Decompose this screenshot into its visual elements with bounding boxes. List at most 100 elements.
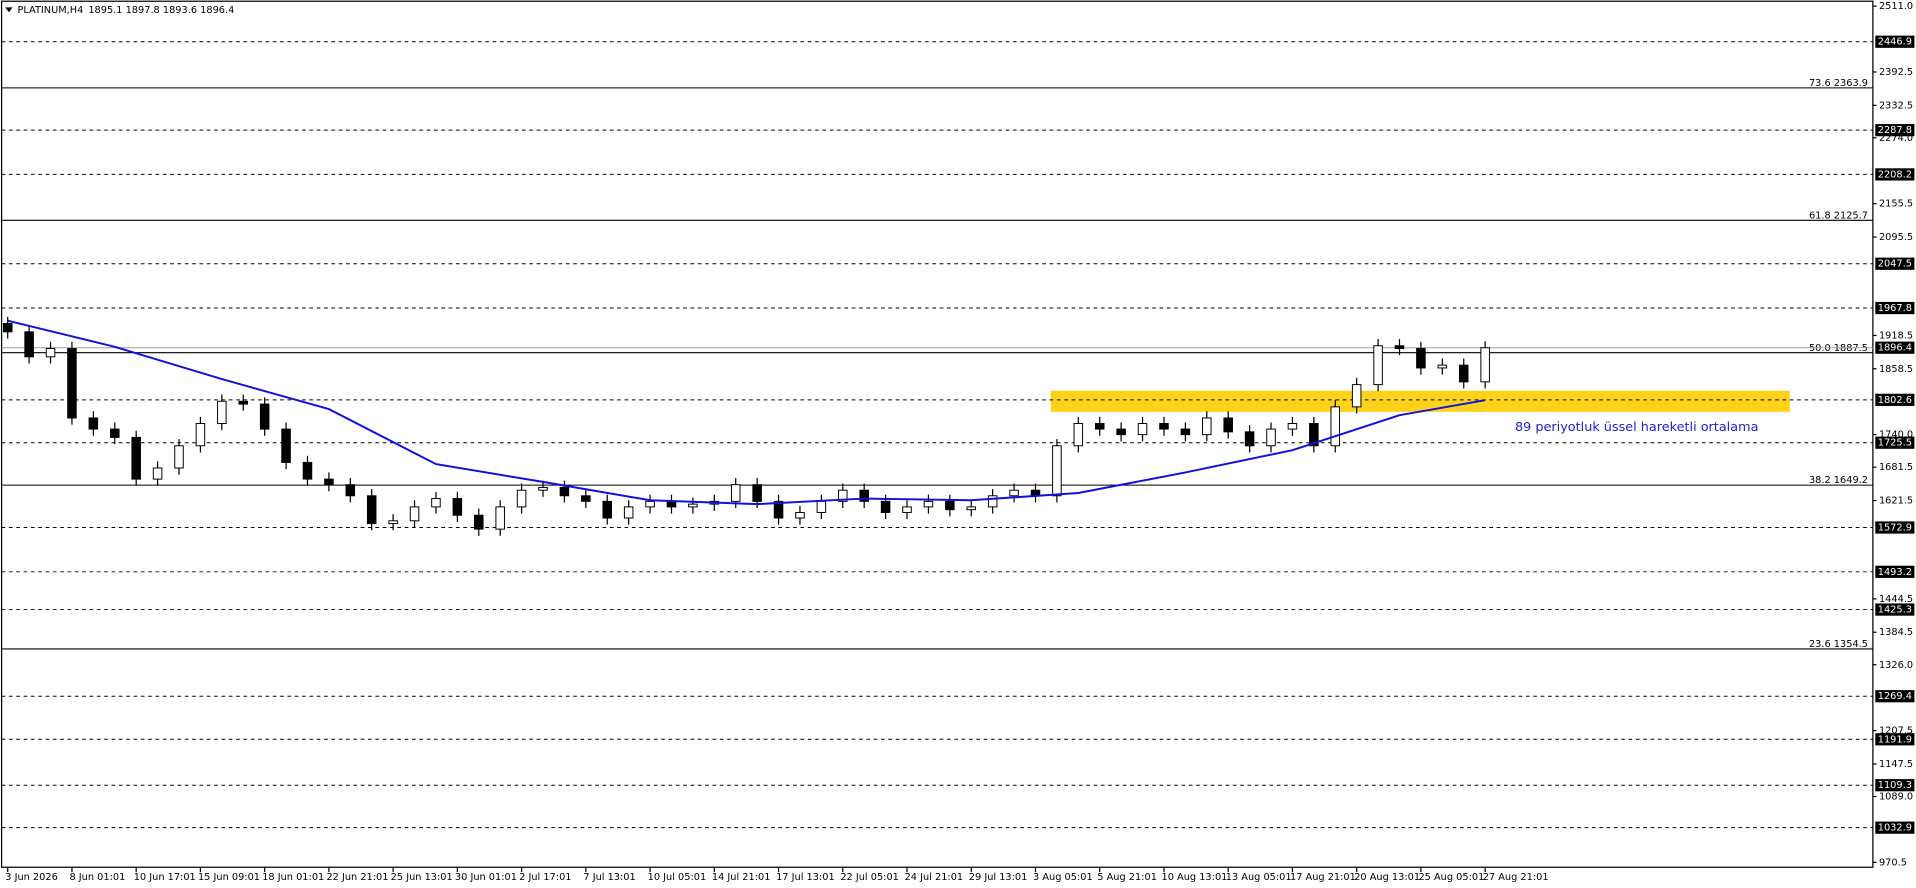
candle-body (1394, 345, 1405, 349)
candle-body (730, 484, 741, 502)
x-tick-label: 2 Jul 17:01 (519, 872, 571, 883)
x-tick-label: 17 Aug 21:01 (1290, 872, 1356, 883)
y-tick-label: 1444.5 (1879, 594, 1913, 605)
level-box (1875, 436, 1915, 449)
y-tick-label: 1740.0 (1879, 430, 1913, 441)
level-label: 1725.5 (1878, 438, 1912, 449)
x-tick-label: 29 Jul 13:01 (969, 872, 1028, 883)
level-box (1875, 124, 1915, 137)
candle-body (945, 500, 955, 511)
candle-body (1223, 417, 1233, 433)
candle-body (752, 484, 762, 502)
level-box (1875, 393, 1915, 406)
y-tick-label: 2155.5 (1879, 199, 1913, 210)
fib-label: 50.0 1887.5 (1809, 343, 1868, 354)
candle-body (195, 423, 206, 447)
x-tick-label: 25 Aug 05:01 (1418, 872, 1484, 883)
candle-body (1416, 348, 1426, 369)
candle-body (45, 348, 56, 358)
x-tick-label: 10 Jul 05:01 (648, 872, 707, 883)
level-box (1875, 301, 1915, 315)
level-label: 1109.3 (1878, 780, 1912, 791)
x-tick-label: 8 Jun 01:01 (69, 872, 125, 883)
x-tick-label: 27 Aug 21:01 (1483, 872, 1549, 883)
candle-body (1137, 423, 1148, 436)
candle-body (816, 500, 827, 513)
level-box (1875, 690, 1915, 703)
y-tick-label: 2332.5 (1879, 100, 1913, 111)
chart-title: PLATINUM,H4 (17, 5, 83, 16)
y-tick-label: 1326.0 (1879, 660, 1913, 671)
candle-body (581, 495, 591, 502)
x-tick-label: 18 Jun 01:01 (262, 872, 324, 883)
fib-label: 73.6 2363.9 (1809, 78, 1868, 89)
candle-body (538, 486, 548, 491)
y-tick-label: 2392.5 (1879, 67, 1913, 78)
y-tick-label: 1681.5 (1879, 462, 1913, 473)
x-tick-label: 3 Aug 05:01 (1033, 872, 1093, 883)
level-label: 2446.9 (1878, 37, 1912, 48)
candle-body (1116, 428, 1126, 436)
candle-body (366, 495, 377, 525)
candle-body (559, 486, 570, 497)
level-label: 1191.9 (1878, 734, 1912, 745)
candle-body (409, 506, 420, 522)
candle-body (880, 500, 891, 513)
last-price-label: 1896.4 (1878, 343, 1912, 354)
candle-body (2, 322, 13, 333)
candle-body (495, 506, 505, 530)
level-label: 2287.8 (1878, 125, 1912, 136)
candle-body (1330, 406, 1341, 447)
candle-body (474, 514, 484, 530)
candle-body (259, 403, 270, 430)
ema-line (7, 319, 1486, 506)
y-tick-label: 1621.5 (1879, 496, 1913, 507)
candle-body (645, 500, 655, 508)
candle-body (623, 506, 634, 519)
level-label: 1802.6 (1878, 395, 1912, 406)
candle-body (688, 503, 698, 508)
candle-body (67, 348, 77, 419)
candle-body (923, 500, 934, 508)
candle-body (602, 500, 613, 519)
level-label: 1032.9 (1878, 823, 1912, 834)
candle-body (1244, 431, 1255, 447)
level-box (1875, 35, 1915, 48)
candle-body (1351, 384, 1362, 408)
x-tick-label: 5 Aug 21:01 (1097, 872, 1157, 883)
candle-body (1266, 428, 1276, 447)
y-tick-label: 2095.5 (1879, 232, 1913, 243)
candle-body (431, 498, 441, 508)
x-tick-label: 17 Jul 13:01 (776, 872, 835, 883)
level-label: 1493.2 (1878, 567, 1912, 578)
level-label: 2047.5 (1878, 259, 1912, 270)
candle-body (302, 461, 313, 480)
candle-body (238, 400, 249, 405)
x-tick-label: 10 Aug 13:01 (1162, 872, 1228, 883)
level-box (1875, 521, 1915, 534)
candle-body (1287, 423, 1298, 430)
level-label: 1572.9 (1878, 523, 1912, 534)
candle-body (388, 520, 398, 525)
annotation: 89 periyotluk üssel hareketli ortalama (1515, 420, 1758, 435)
x-tick-label: 13 Aug 05:01 (1226, 872, 1292, 883)
y-tick-label: 1384.5 (1879, 627, 1913, 638)
y-tick-label: 1207.5 (1879, 726, 1913, 737)
candle-body (795, 511, 805, 519)
y-tick-label: 1858.5 (1879, 364, 1913, 375)
x-tick-label: 24 Jul 21:01 (905, 872, 964, 883)
candle-body (110, 428, 120, 438)
fib-label: 23.6 1354.5 (1809, 639, 1868, 650)
candle-body (345, 484, 356, 497)
candle-body (152, 467, 163, 480)
level-box (1875, 603, 1915, 616)
candle-body (1052, 445, 1062, 497)
x-tick-label: 22 Jun 21:01 (326, 872, 388, 883)
candle-body (1437, 364, 1448, 369)
candle-body (1073, 423, 1084, 447)
candle-body (1094, 423, 1105, 430)
x-tick-label: 14 Jul 21:01 (712, 872, 771, 883)
level-box (1875, 257, 1915, 270)
candle-body (217, 400, 227, 425)
candle-body (987, 495, 998, 508)
